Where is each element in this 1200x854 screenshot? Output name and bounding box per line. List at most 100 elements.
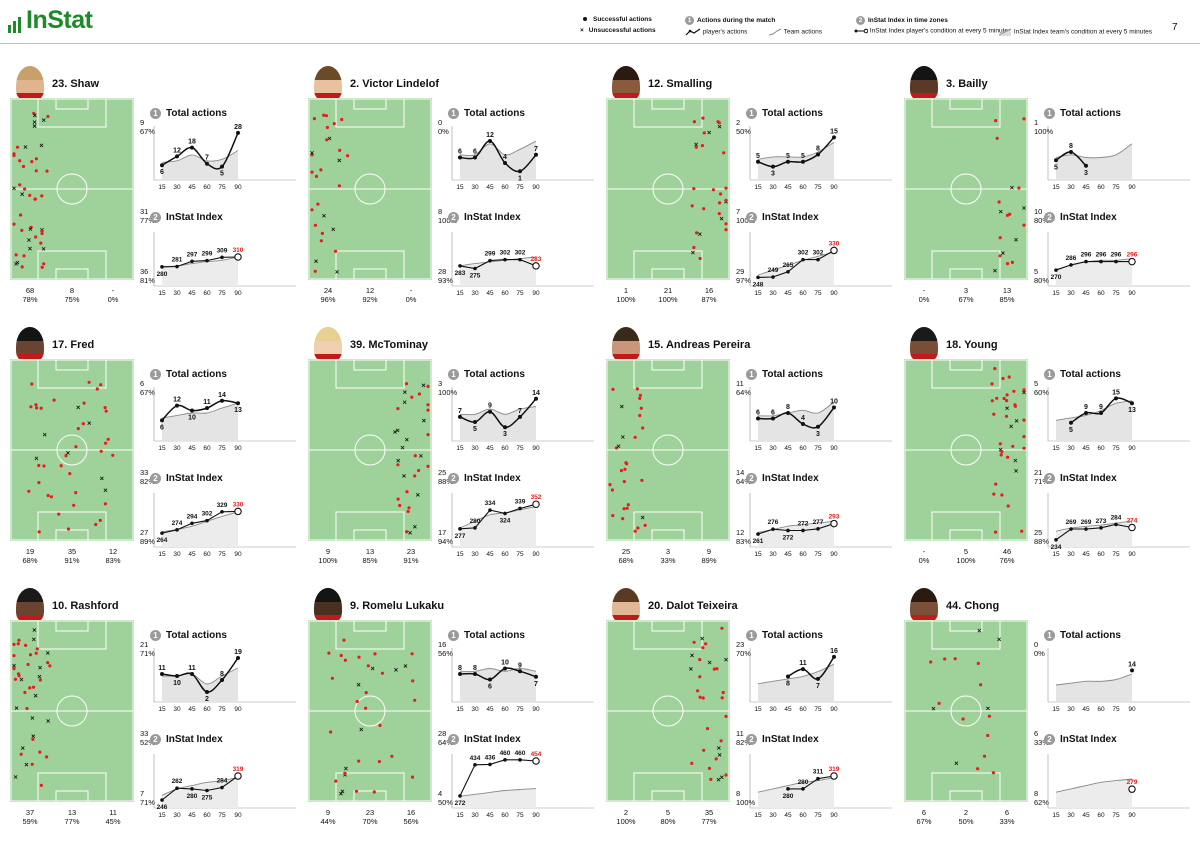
successful-action — [313, 223, 317, 227]
time-tick: 45 — [784, 551, 792, 558]
player-point — [1084, 411, 1088, 415]
zone-percent: 83% — [105, 556, 121, 565]
zone-stat-right: 9 67% — [140, 118, 155, 136]
section-number: 1 — [1044, 630, 1055, 641]
time-tick: 30 — [471, 812, 479, 819]
zone-stat-right: 21 71% — [140, 640, 155, 658]
successful-action — [1022, 446, 1026, 450]
player-index-value: 296 — [1111, 252, 1122, 259]
player-point — [473, 672, 477, 676]
successful-action — [636, 526, 640, 530]
zone-stat-right: 29 97% — [736, 267, 751, 285]
instat-logo[interactable]: InStat — [8, 8, 93, 33]
successful-action — [48, 664, 52, 668]
unsuccessful-action — [42, 432, 47, 437]
successful-action — [413, 698, 417, 702]
player-index-point — [220, 255, 224, 260]
zone-stat-bottom: 37 59% — [10, 808, 50, 826]
unsuccessful-action — [412, 524, 417, 529]
unsuccessful-action — [339, 791, 343, 796]
successful-action — [715, 667, 719, 671]
successful-action — [37, 481, 41, 485]
unsuccessful-action — [418, 453, 423, 458]
center-circle — [950, 695, 982, 727]
player-index-point — [190, 787, 194, 791]
player-shirt — [910, 615, 938, 624]
player-value: 8 — [786, 404, 790, 411]
zone-percent: 60% — [1034, 388, 1050, 397]
player-point — [771, 164, 775, 169]
unsuccessful-action — [1000, 251, 1005, 256]
successful-action — [33, 197, 37, 201]
player-index-point — [816, 776, 820, 781]
successful-action — [621, 517, 625, 521]
top-goal-box — [55, 359, 89, 371]
time-tick: 30 — [1067, 812, 1075, 819]
time-tick: 60 — [799, 290, 807, 297]
successful-action — [986, 733, 990, 738]
successful-action — [338, 148, 342, 152]
player-index-value: 293 — [829, 514, 840, 521]
player-panel: 23. Shaw 68 78% 8 75% -0% 9 67% 31 77% 36 81% 1 Total… — [4, 66, 302, 332]
top-goal-box — [949, 98, 983, 110]
successful-action — [625, 462, 629, 466]
player-index-point — [1114, 259, 1118, 264]
player-value: 6 — [771, 410, 775, 417]
player-value: 8 — [220, 671, 224, 678]
player-index-value: 297 — [187, 251, 198, 258]
player-point — [816, 424, 820, 429]
time-tick: 90 — [532, 445, 540, 452]
successful-action — [1005, 399, 1009, 403]
player-index-point — [801, 528, 805, 533]
successful-action — [702, 207, 706, 211]
time-tick: 60 — [203, 812, 211, 819]
instat-index-header: 2 InStat Index — [1044, 734, 1117, 745]
section-title: InStat Index — [166, 473, 223, 484]
zone-percent: 56% — [438, 649, 454, 658]
team-line — [161, 150, 239, 163]
zone-stat-right: 8 62% — [1034, 789, 1049, 807]
player-value: 10 — [501, 660, 509, 667]
section-title: InStat Index — [1060, 734, 1117, 745]
zone-percent: 71% — [140, 649, 156, 658]
successful-action — [45, 755, 49, 759]
zone-count: 6 — [1004, 808, 1010, 817]
time-tick: 15 — [456, 184, 464, 191]
time-tick: 15 — [754, 290, 762, 297]
unsuccessful-action — [1005, 406, 1009, 411]
time-tick: 75 — [516, 290, 524, 297]
player-index-point — [786, 787, 790, 791]
player-index-final — [532, 500, 540, 508]
unsuccessful-action — [1009, 424, 1014, 429]
pitch-map — [308, 98, 432, 280]
successful-action — [398, 503, 402, 508]
pitch-map — [606, 620, 730, 802]
top-goal-box — [55, 620, 89, 632]
successful-action — [719, 739, 723, 743]
player-index-point — [175, 264, 179, 269]
zone-percent: 70% — [736, 649, 752, 658]
team-index-area — [1056, 258, 1132, 286]
total-actions-chart: 14 15 30 45 60 75 90 — [1044, 644, 1194, 716]
zone-percent: 100% — [658, 295, 678, 304]
player-panel: 3. Bailly -0% 3 67% 13 85% 1 100% 10 80% 5 80% 1 Tota… — [898, 66, 1196, 332]
player-photo — [910, 588, 938, 624]
team-index-area — [758, 777, 834, 808]
successful-action — [38, 750, 42, 754]
player-index-point — [503, 758, 507, 762]
team-area — [162, 150, 238, 180]
successful-action — [1017, 186, 1021, 190]
unsuccessful-action — [32, 628, 37, 632]
unsuccessful-action — [34, 456, 39, 461]
successful-action — [39, 406, 43, 410]
player-index-value: 280 — [798, 779, 809, 786]
player-index-point — [473, 526, 477, 530]
time-tick: 90 — [234, 445, 242, 452]
player-index-value: 277 — [813, 519, 824, 526]
zone-percent: 80% — [1034, 216, 1050, 225]
successful-action — [717, 212, 721, 216]
player-point — [473, 420, 477, 425]
successful-action — [724, 228, 728, 232]
section-number: 1 — [150, 630, 161, 641]
player-index-line — [788, 775, 835, 790]
